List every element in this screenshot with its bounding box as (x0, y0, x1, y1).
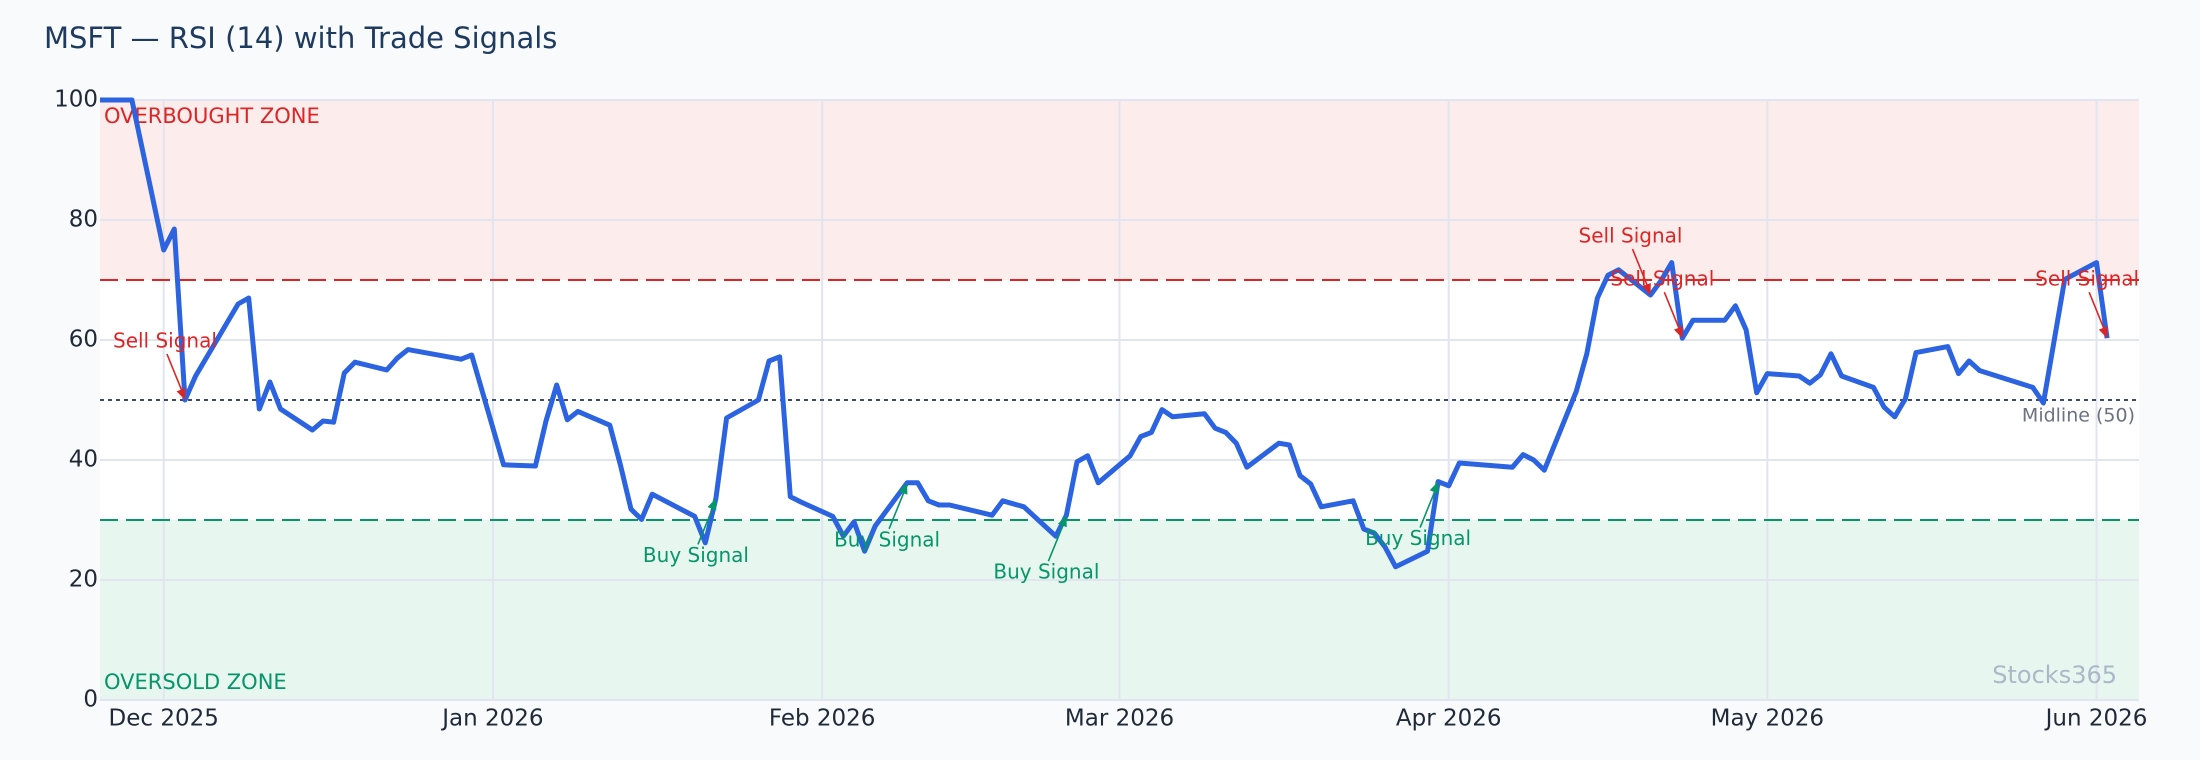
annotation-label: Buy Signal (643, 543, 749, 567)
annotation-label: Sell Signal (2035, 267, 2139, 291)
annotation-label: Sell Signal (1610, 267, 1714, 291)
rsi-line (100, 97, 2110, 570)
annotation-arrow (1419, 491, 1436, 528)
annotation-label: Buy Signal (834, 527, 940, 551)
threshold-label: Midline (50) (2022, 405, 2135, 427)
annotation-arrowhead (176, 388, 186, 400)
annotation-arrowhead (707, 498, 717, 511)
x-tick-label: Mar 2026 (1065, 706, 1174, 732)
zone-label: OVERSOLD ZONE (104, 670, 287, 694)
annotation-arrowhead (898, 482, 908, 495)
x-tick-label: Apr 2026 (1396, 706, 1502, 732)
watermark: Stocks365 (1992, 661, 2117, 689)
y-tick-label: 0 (83, 687, 98, 713)
annotation-arrowhead (2098, 326, 2108, 339)
annotation-arrowhead (1673, 326, 1683, 339)
y-tick-label: 80 (69, 207, 98, 233)
annotation-arrowhead (1429, 481, 1439, 494)
annotation-arrow (1663, 291, 1680, 329)
annotation-label: Sell Signal (1579, 224, 1683, 248)
x-tick-label: Jan 2026 (440, 706, 543, 732)
annotation-arrow (1047, 524, 1064, 562)
y-tick-label: 100 (54, 87, 98, 113)
y-tick-label: 60 (69, 327, 98, 353)
annotation-label: Buy Signal (1365, 526, 1471, 550)
annotation-arrow (166, 353, 183, 391)
x-tick-label: Dec 2025 (109, 706, 219, 732)
annotation-arrow (697, 508, 714, 545)
annotation-label: Buy Signal (993, 560, 1099, 584)
x-tick-label: May 2026 (1711, 706, 1824, 732)
annotation-arrowhead (1058, 515, 1067, 528)
x-tick-label: Feb 2026 (769, 706, 876, 732)
zone-label: OVERBOUGHT ZONE (104, 104, 320, 128)
chart-title: MSFT — RSI (14) with Trade Signals (44, 21, 557, 55)
annotation-label: Sell Signal (113, 329, 217, 353)
annotation-arrow (2088, 291, 2105, 329)
annotation-arrow (888, 492, 905, 530)
annotation-arrow (1631, 248, 1648, 286)
y-tick-label: 40 (69, 447, 98, 473)
y-tick-label: 20 (69, 567, 98, 593)
annotation-arrowhead (1642, 283, 1651, 295)
x-tick-label: Jun 2026 (2044, 706, 2148, 732)
